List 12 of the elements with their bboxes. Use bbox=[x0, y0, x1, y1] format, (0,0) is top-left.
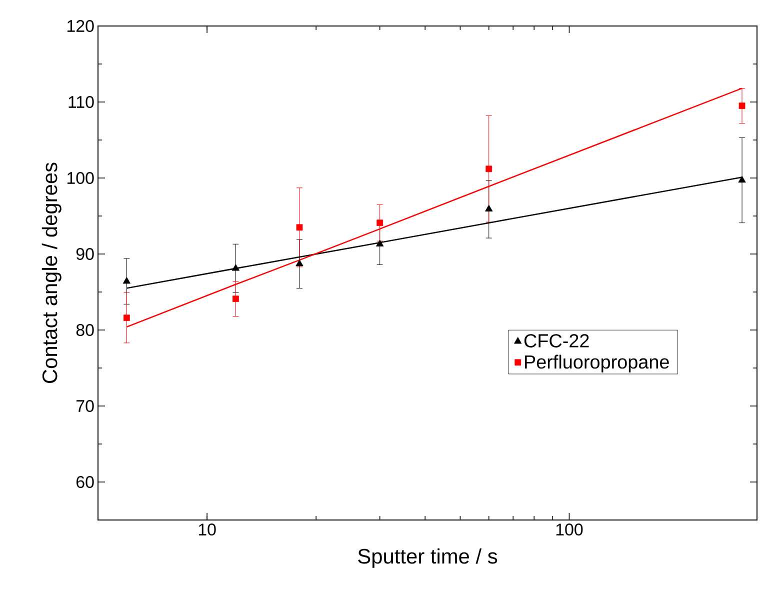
y-tick-label: 110 bbox=[68, 96, 94, 108]
legend-label: Perfluoropropane bbox=[525, 354, 669, 372]
y-tick-label: 70 bbox=[76, 400, 94, 412]
y-tick-label: 120 bbox=[68, 20, 94, 32]
y-tick-label: 80 bbox=[76, 324, 94, 336]
y-tick-label: 90 bbox=[76, 248, 94, 260]
x-tick-label: 10 bbox=[198, 524, 216, 536]
y-axis-title: Contact angle / degrees bbox=[42, 162, 62, 384]
x-axis-title: Sputter time / s bbox=[358, 548, 498, 568]
y-tick-label: 100 bbox=[68, 172, 94, 184]
legend-label: CFC-22 bbox=[524, 334, 589, 348]
y-tick-label: 60 bbox=[76, 476, 94, 488]
